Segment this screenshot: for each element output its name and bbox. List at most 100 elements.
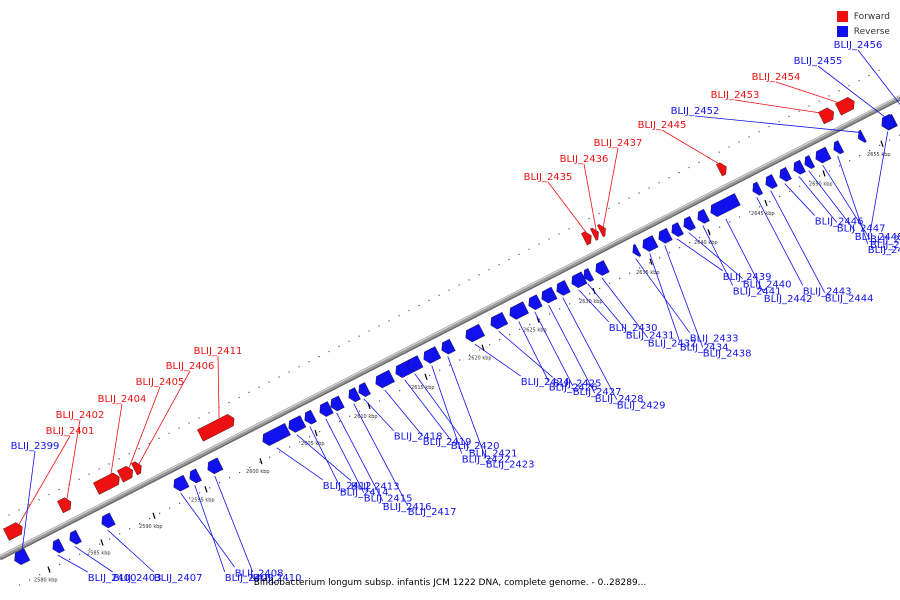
guide-dot [449, 364, 451, 366]
gene-blij-2399-label: BLIJ_2399 [11, 441, 60, 452]
gene-blij-2408 [173, 474, 190, 492]
guide-dot [859, 155, 861, 157]
guide-dot [808, 105, 810, 107]
gene-blij-2436 [590, 227, 599, 241]
guide-dot [288, 371, 290, 373]
guide-dot [138, 448, 140, 450]
gene-blij-2427-label: BLIJ_2427 [573, 387, 622, 398]
guide-dot [779, 195, 781, 198]
scale-tick [424, 373, 428, 381]
gene-blij-2409-label: BLIJ_2409 [225, 573, 274, 584]
gene-blij-2444-leader [770, 190, 826, 293]
guide-dot [18, 509, 20, 511]
guide-dot [69, 558, 71, 560]
guide-dot [469, 354, 471, 356]
guide-dot [678, 172, 680, 174]
guide-dot [429, 374, 431, 376]
guide-dot [609, 282, 611, 284]
gene-blij-2425-label: BLIJ_2425 [553, 378, 602, 389]
gene-blij-2438-shape [658, 227, 673, 244]
gene-blij-2413-label: BLIJ_2413 [351, 482, 400, 493]
scale-tick-label: 2650 kbp [809, 181, 833, 187]
scale-tick-label: 2585 kbp [87, 550, 111, 556]
gene-blij-2454-shape [835, 97, 855, 116]
guide-dot [499, 339, 501, 341]
gene-blij-2454-label: BLIJ_2454 [752, 72, 801, 83]
gene-blij-2452-shape [858, 129, 867, 143]
gene-blij-2408-leader [180, 493, 236, 568]
guide-dot [568, 228, 570, 230]
gene-blij-2421 [407, 355, 424, 372]
scale-tick-label: 2595 kbp [191, 497, 215, 503]
guide-dot [368, 330, 370, 332]
gene-blij-2448-leader [808, 170, 856, 232]
guide-dot [428, 299, 430, 301]
guide-dot [248, 391, 250, 393]
guide-dot [618, 202, 620, 204]
scale-tick [47, 566, 51, 573]
gene-blij-2439-label: BLIJ_2439 [723, 272, 772, 283]
guide-dot [799, 185, 801, 187]
gene-blij-2413-leader [296, 434, 351, 481]
guide-dot [59, 563, 61, 566]
gene-blij-2402 [57, 497, 72, 514]
guide-dot [559, 308, 561, 310]
gene-blij-2440-shape [683, 216, 696, 231]
guide-dot [118, 458, 120, 460]
guide-dot [188, 422, 190, 424]
guide-dot [619, 277, 621, 279]
scale-tick-label: 2625 kbp [523, 328, 547, 334]
gene-blij-2400-leader [57, 554, 88, 573]
gene-blij-2453-leader [734, 99, 829, 115]
gene-blij-2407-leader [107, 529, 155, 573]
gene-blij-2456-leader [857, 49, 900, 106]
guide-dot [759, 206, 761, 208]
scale-tick [707, 228, 711, 236]
gene-blij-2447-leader [798, 176, 838, 223]
gene-blij-2431-leader [587, 283, 627, 330]
guide-dot [199, 492, 201, 494]
gene-blij-2405-label: BLIJ_2405 [136, 377, 185, 388]
gene-blij-2422 [423, 346, 442, 364]
gene-blij-2408-shape [173, 474, 190, 492]
guide-dot [858, 80, 860, 82]
guide-dot [848, 85, 850, 87]
guide-dot [879, 144, 881, 146]
gene-blij-2441-leader [702, 225, 734, 286]
gene-blij-2454-leader [775, 81, 848, 106]
gene-blij-2447-shape [793, 159, 806, 175]
gene-blij-2450-shape [833, 140, 845, 155]
guide-dot [239, 471, 241, 474]
scale-tick-label: 2655 kbp [867, 152, 891, 158]
guide-dot [379, 400, 381, 402]
guide-dot [208, 412, 210, 414]
guide-dot [768, 126, 770, 128]
guide-dot [589, 293, 591, 295]
gene-blij-2412-leader [276, 447, 323, 481]
gene-blij-2409 [189, 468, 202, 484]
gene-blij-2450 [833, 140, 845, 155]
gene-blij-2425-shape [490, 311, 509, 330]
guide-dot [459, 359, 461, 361]
guide-dot [649, 262, 651, 264]
scale-tick-label: 2640 kbp [694, 240, 718, 246]
gene-blij-2413-shape [288, 415, 307, 433]
gene-blij-2440-label: BLIJ_2440 [743, 280, 792, 291]
scale-tick [100, 539, 104, 546]
gene-blij-2438-leader [664, 245, 704, 348]
gene-blij-2430-leader [578, 289, 610, 323]
gene-blij-2451-label: BLIJ_2451 [870, 234, 900, 245]
scale-tick-label: 2580 kbp [34, 578, 58, 584]
scale-tick [314, 429, 318, 437]
scale-tick [259, 457, 263, 465]
guide-dot [548, 238, 550, 240]
gene-blij-2449-shape [815, 146, 832, 164]
guide-dot [48, 494, 50, 496]
gene-blij-2441 [697, 208, 710, 224]
scale-tick [880, 140, 884, 147]
gene-blij-2443 [752, 181, 764, 196]
gene-blij-2434 [642, 235, 659, 252]
scale-tick [649, 258, 653, 266]
gene-blij-2434-label: BLIJ_2434 [680, 343, 729, 354]
